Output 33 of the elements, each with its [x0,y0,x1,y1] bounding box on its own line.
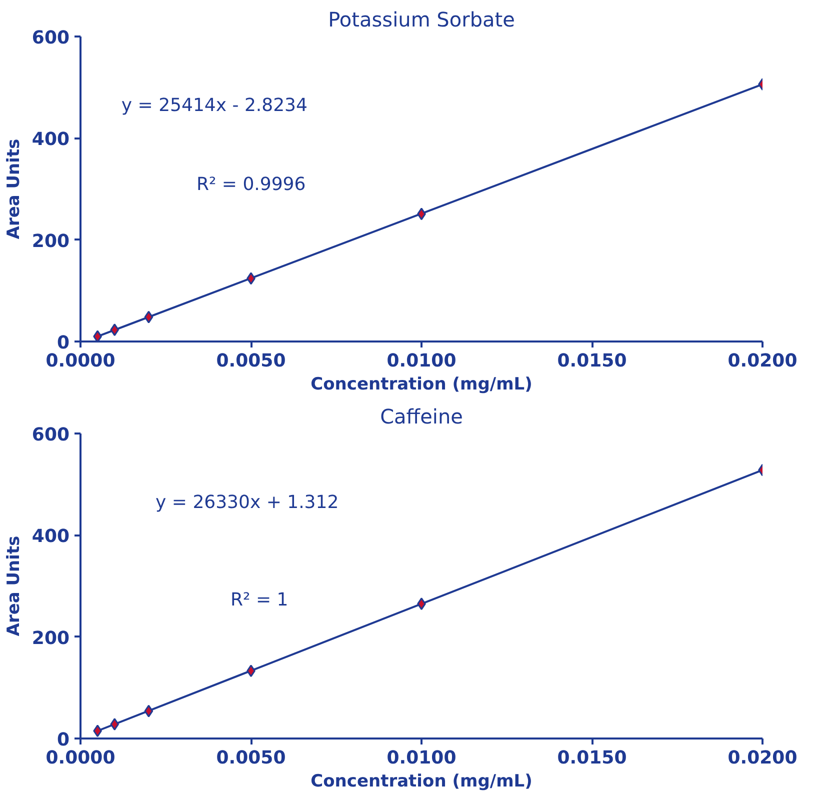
annotation: y = 25414x - 2.8234 [121,94,308,116]
annotation: y = 26330x + 1.312 [156,492,339,513]
y-tick-label: 400 [32,129,70,150]
point [144,704,154,718]
y-tick-label: 0 [56,730,70,750]
x-tick-label: 0.0100 [386,748,456,768]
y-tick-label: 600 [32,28,70,48]
point [110,324,120,336]
x-tick-label: 0.0050 [216,350,286,372]
y-tick-label: 200 [32,230,70,252]
x-axis-title: Concentration (mg/mL) [310,374,532,394]
x-tick-label: 0.0150 [557,748,627,768]
point [93,330,102,342]
chart-title: Caffeine [380,404,463,428]
x-tick-label: 0.0000 [46,748,116,768]
y-tick-label: 400 [32,526,70,548]
annotation: R² = 1 [230,589,288,610]
chart-title: Potassium Sorbate [328,8,515,32]
x-tick-label: 0.0000 [46,350,116,372]
x-tick-label: 0.0050 [216,748,286,768]
y-axis-title: Area Units [4,536,24,636]
y-tick-label: 200 [32,628,70,649]
x-tick-label: 0.0200 [728,350,798,372]
point [144,310,154,324]
y-tick-label: 0 [56,332,70,354]
x-tick-label: 0.0150 [557,350,627,372]
annotation: R² = 0.9996 [196,174,306,196]
x-axis-title: Concentration (mg/mL) [310,772,532,792]
point [110,718,120,731]
x-tick-label: 0.0200 [728,748,798,768]
y-axis-title: Area Units [4,138,24,240]
y-tick-label: 600 [32,424,70,446]
x-tick-label: 0.0100 [386,350,456,372]
